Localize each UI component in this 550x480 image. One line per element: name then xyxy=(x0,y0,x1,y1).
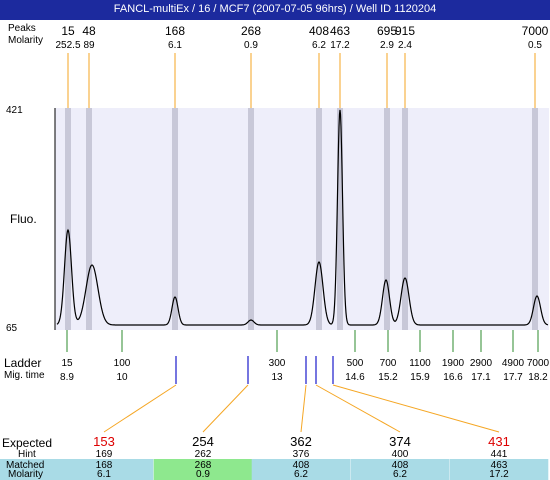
fluorescence-trace xyxy=(56,109,549,326)
y-max-label: 421 xyxy=(6,105,23,116)
ladder-size: 300 xyxy=(268,358,286,369)
ladder-size: 2900 xyxy=(469,358,493,369)
match-connector xyxy=(315,384,401,433)
ladder-mig-time: 16.6 xyxy=(443,372,463,383)
ladder-mig-time: 10 xyxy=(116,372,128,383)
peak-band xyxy=(248,108,254,330)
ladder-size: 1900 xyxy=(441,358,465,369)
peak-band xyxy=(86,108,92,330)
mig-time-label: Mig. time xyxy=(4,370,45,381)
matched-cell-bg xyxy=(153,459,253,480)
matched-cell-bg xyxy=(449,459,549,480)
ladder-mig-time: 13 xyxy=(271,372,283,383)
peak-molarity: 17.2 xyxy=(330,40,350,51)
match-connector xyxy=(332,384,500,433)
peak-size: 915 xyxy=(394,24,416,38)
table-molarity-label: Molarity xyxy=(8,469,44,480)
peak-size: 463 xyxy=(329,24,351,38)
matched-value: 408 xyxy=(391,460,409,471)
matched-value: 268 xyxy=(194,460,212,471)
marker-ticks xyxy=(175,356,334,384)
molarity-value: 6.1 xyxy=(97,469,111,480)
molarity-value: 17.2 xyxy=(489,469,509,480)
expected-value: 362 xyxy=(290,434,312,449)
hint-value: 441 xyxy=(490,449,508,460)
matched-cell-bg xyxy=(54,459,154,480)
ladder-size: 700 xyxy=(379,358,397,369)
peak-size: 168 xyxy=(164,24,186,38)
molarity-value: 6.2 xyxy=(393,469,407,480)
peak-molarity: 89 xyxy=(83,40,95,51)
ladder-size: 100 xyxy=(113,358,131,369)
ladder-mig-time: 8.9 xyxy=(60,372,74,383)
ladder-mig-time: 15.2 xyxy=(378,372,398,383)
peaks-molarity-label: Molarity xyxy=(8,35,44,46)
peak-molarity: 252.5 xyxy=(55,40,81,51)
expected-value: 374 xyxy=(389,434,411,449)
ladder-size: 1100 xyxy=(409,358,431,369)
ladder-mig-time: 15.9 xyxy=(410,372,430,383)
expected-value: 153 xyxy=(93,434,115,449)
match-connector xyxy=(300,384,307,433)
matched-cell-bg xyxy=(350,459,450,480)
expected-value: 254 xyxy=(192,434,214,449)
peak-band xyxy=(172,108,178,330)
peak-size: 48 xyxy=(82,24,96,38)
ladder-size: 4900 xyxy=(501,358,525,369)
peak-band xyxy=(384,108,390,330)
peak-band xyxy=(65,108,71,330)
peak-band xyxy=(402,108,408,330)
hint-value: 169 xyxy=(95,449,113,460)
expected-value: 431 xyxy=(488,434,510,449)
peak-molarity: 2.9 xyxy=(380,40,394,51)
page-title: FANCL-multiEx / 16 / MCF7 (2007-07-05 96… xyxy=(113,3,437,15)
match-connector xyxy=(103,384,177,433)
ladder-size: 15 xyxy=(61,358,73,369)
ladder-mig-time: 17.1 xyxy=(471,372,491,383)
ladder-mig-time: 18.2 xyxy=(528,372,548,383)
peak-size: 268 xyxy=(240,24,262,38)
matched-value: 408 xyxy=(292,460,310,471)
peaks-size-label: Peaks xyxy=(8,23,36,34)
expected-label: Expected xyxy=(2,436,53,450)
peak-band xyxy=(316,108,322,330)
ladder-mig-time: 17.7 xyxy=(503,372,523,383)
molarity-value: 0.9 xyxy=(196,469,210,480)
ladder-size: 7000 xyxy=(526,358,550,369)
peak-size: 7000 xyxy=(521,24,549,38)
table-backgrounds xyxy=(0,459,549,480)
hint-value: 262 xyxy=(194,449,212,460)
peak-molarity: 6.1 xyxy=(168,40,182,51)
peak-molarity: 0.9 xyxy=(244,40,258,51)
ladder-ticks xyxy=(66,330,539,352)
hint-value: 376 xyxy=(292,449,310,460)
peak-size: 695 xyxy=(376,24,398,38)
matched-value: 463 xyxy=(490,460,508,471)
molarity-value: 6.2 xyxy=(294,469,308,480)
peak-molarity: 0.5 xyxy=(528,40,542,51)
matched-value: 168 xyxy=(95,460,113,471)
plot-area xyxy=(55,108,549,330)
y-min-label: 65 xyxy=(6,323,18,334)
peak-molarity: 6.2 xyxy=(312,40,326,51)
matched-label: Matched xyxy=(6,460,45,471)
peak-band xyxy=(532,108,538,330)
hint-label: Hint xyxy=(18,449,36,460)
fluo-axis-label: Fluo. xyxy=(10,212,37,226)
title-bar xyxy=(0,0,550,20)
table-label-bg xyxy=(0,459,55,480)
connector-lines xyxy=(67,53,536,433)
ladder-mig-time: 14.6 xyxy=(345,372,365,383)
peak-size: 408 xyxy=(308,24,330,38)
ladder-label: Ladder xyxy=(4,356,42,370)
match-connector xyxy=(202,384,249,433)
peak-band xyxy=(337,108,343,330)
ladder-size: 500 xyxy=(346,358,364,369)
hint-value: 400 xyxy=(391,449,409,460)
peak-size: 15 xyxy=(61,24,75,38)
peak-molarity: 2.4 xyxy=(398,40,412,51)
matched-cell-bg xyxy=(251,459,351,480)
peak-bands xyxy=(65,108,538,330)
